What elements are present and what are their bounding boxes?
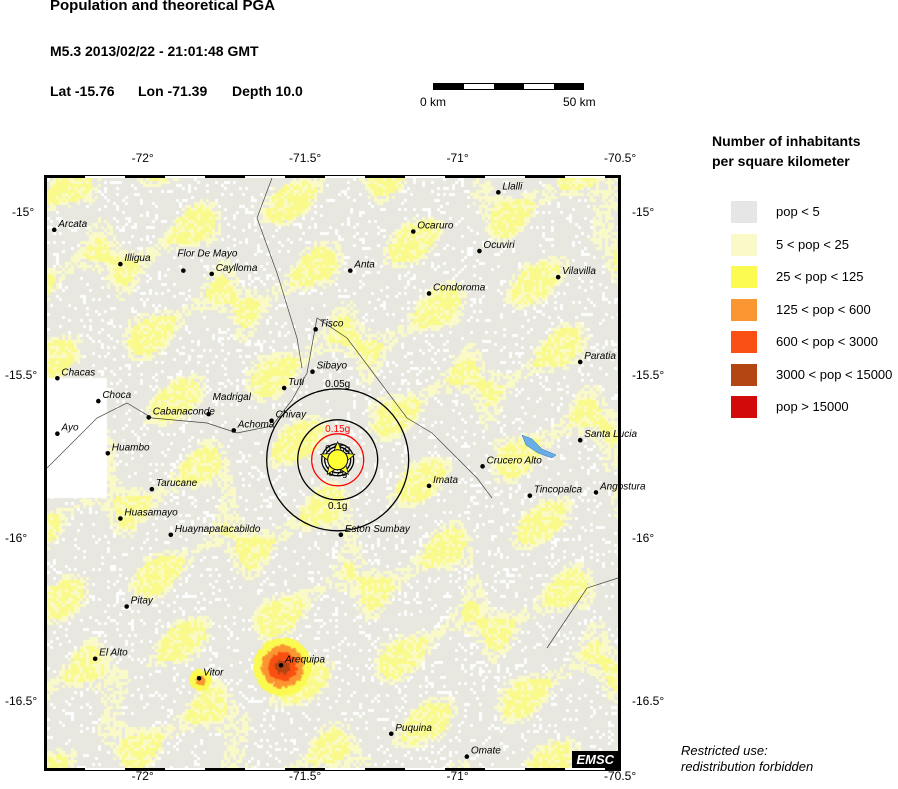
scale-start: 0 km bbox=[420, 95, 447, 109]
legend-label: pop > 15000 bbox=[776, 399, 849, 414]
lon-tick-label: -72° bbox=[131, 769, 154, 783]
legend-swatch bbox=[731, 266, 757, 288]
lon-tick-label: -70.5° bbox=[604, 151, 637, 165]
event-lat: Lat -15.76 bbox=[50, 83, 115, 99]
note-line-1: Restricted use: bbox=[681, 743, 768, 758]
lat-tick-label: -16° bbox=[632, 531, 655, 546]
legend-label: 125 < pop < 600 bbox=[776, 301, 871, 317]
map-title: Population and theoretical PGA bbox=[50, 0, 276, 14]
lat-tick-label: -15° bbox=[12, 204, 35, 219]
legend-label: pop < 5 bbox=[776, 204, 820, 219]
legend-label: 25 < pop < 125 bbox=[776, 269, 864, 284]
lon-tick-label: -71.5° bbox=[289, 769, 322, 783]
legend-swatch bbox=[731, 201, 757, 223]
lat-tick-label: -16.5° bbox=[632, 694, 665, 709]
lat-tick-label: -15° bbox=[632, 204, 655, 219]
event-lon: Lon -71.39 bbox=[138, 83, 208, 99]
legend-swatch bbox=[731, 331, 757, 353]
city-label: Angostura bbox=[599, 481, 646, 492]
legend-label: 5 < pop < 25 bbox=[776, 236, 850, 252]
legend-swatch bbox=[731, 363, 757, 386]
legend-title-1: Number of inhabitants bbox=[712, 133, 861, 149]
scale-bar bbox=[433, 83, 584, 90]
event-depth: Depth 10.0 bbox=[232, 83, 303, 99]
lon-tick-label: -71° bbox=[446, 151, 469, 165]
lon-tick-label: -71.5° bbox=[289, 151, 322, 165]
legend-swatch bbox=[731, 233, 757, 256]
lon-tick-label: -70.5° bbox=[604, 769, 637, 783]
lat-tick-label: -16° bbox=[5, 531, 28, 546]
legend-title-2: per square kilometer bbox=[712, 153, 850, 169]
note-line-2: redistribution forbidden bbox=[681, 759, 814, 774]
lat-tick-label: -16.5° bbox=[5, 694, 38, 709]
legend-label: 3000 < pop < 15000 bbox=[776, 366, 893, 382]
legend-swatch bbox=[731, 298, 757, 321]
event-info: M5.3 2013/02/22 - 21:01:48 GMT bbox=[50, 43, 259, 59]
lon-tick-label: -72° bbox=[131, 151, 154, 165]
lat-tick-label: -15.5° bbox=[5, 367, 38, 382]
legend-swatch bbox=[731, 396, 757, 418]
lon-tick-label: -71° bbox=[446, 769, 469, 783]
scale-end: 50 km bbox=[563, 95, 596, 109]
map-frame bbox=[44, 175, 621, 771]
legend-label: 600 < pop < 3000 bbox=[776, 334, 878, 349]
lat-tick-label: -15.5° bbox=[632, 367, 665, 382]
